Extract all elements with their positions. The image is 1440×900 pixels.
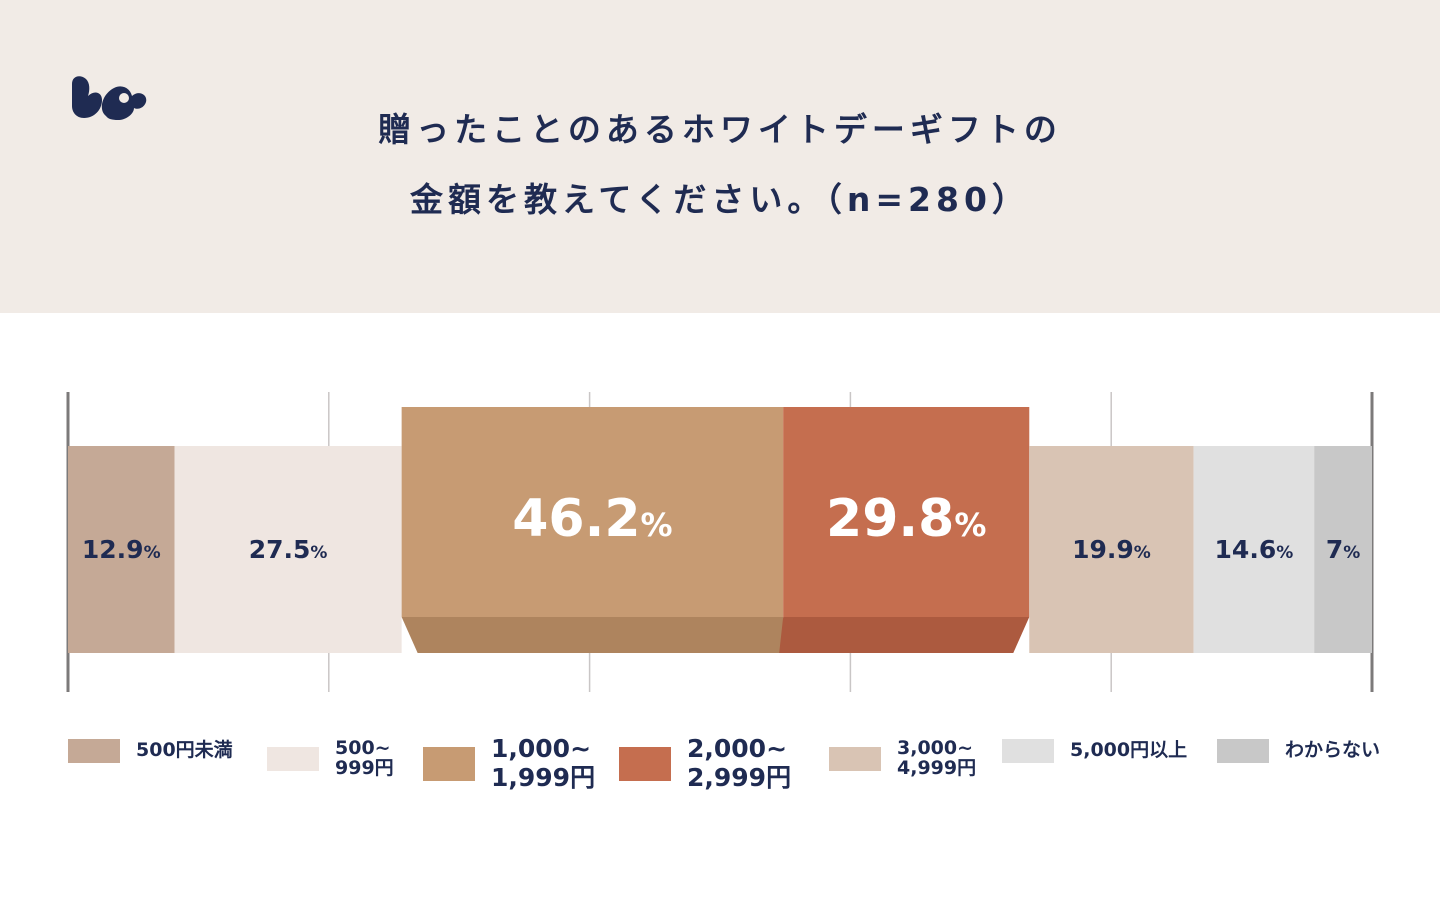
chart-legend: 500円未満 500~ 999円 1,000~ 1,999円 2,000~ 2,999… [0, 734, 1440, 815]
legend-item: 500円未満 [68, 739, 233, 763]
legend-swatch [423, 746, 475, 781]
chart-title-line-2: 金額を教えてください。（n=280） [410, 180, 1030, 219]
squirrel-logo-icon [72, 76, 147, 120]
legend-swatch [829, 746, 881, 771]
legend-item: 3,000~ 4,999円 [829, 737, 977, 779]
legend-swatch [1217, 739, 1269, 763]
header-banner: 贈ったことのあるホワイトデーギフトの 金額を教えてください。（n=280） [0, 0, 1440, 313]
legend-swatch [267, 746, 319, 771]
chart-area: 12.9% 27.5% 46.2% 29.8% 19.9% 14.6% 7% [0, 313, 1440, 900]
bar-segment [1193, 446, 1315, 653]
legend-label: 500~ 999円 [335, 737, 394, 779]
legend-item: 5,000円以上 [1002, 739, 1187, 763]
legend-item: 500~ 999円 [267, 737, 394, 779]
bar-segment [1314, 446, 1372, 653]
legend-item: わからない [1217, 739, 1380, 763]
bar-shadow-base [401, 617, 784, 653]
legend-label: 2,000~ 2,999円 [687, 734, 792, 792]
bar-segment [174, 446, 402, 653]
legend-item: 1,000~ 1,999円 [423, 734, 596, 793]
legend-label: 3,000~ 4,999円 [897, 737, 977, 779]
legend-item: 2,000~ 2,999円 [619, 734, 792, 793]
highlight-bar-segment [401, 407, 784, 617]
value-label: 7% [1326, 535, 1360, 564]
legend-label: 5,000円以上 [1070, 739, 1188, 762]
bar-segment [68, 446, 175, 653]
legend-swatch [1002, 739, 1054, 763]
bar-shadow-base [779, 617, 1030, 653]
stacked-ribbon-chart: 12.9% 27.5%46.2% 29.8%19.9% 14.6% 7% [66, 392, 1374, 692]
highlight-bar-segment [783, 407, 1030, 617]
legend-label: 500円未満 [136, 739, 233, 762]
legend-swatch [619, 746, 671, 781]
legend-label: 1,000~ 1,999円 [491, 734, 596, 792]
legend-swatch [68, 739, 120, 763]
bar-segment [1029, 446, 1194, 653]
legend-label: わからない [1285, 739, 1381, 762]
chart-title-line-1: 贈ったことのあるホワイトデーギフトの [378, 110, 1062, 149]
